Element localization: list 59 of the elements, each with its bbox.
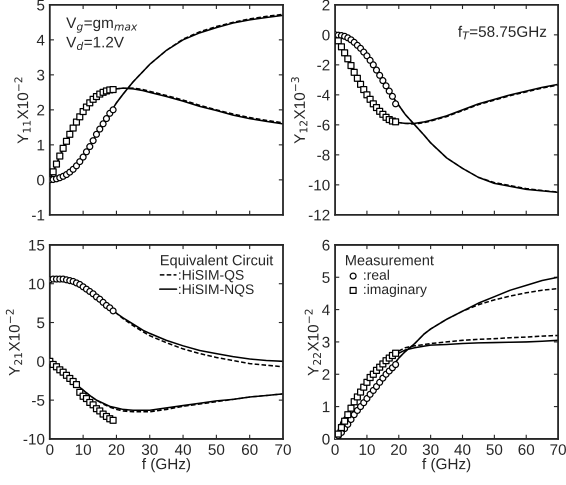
y-tick-label: -6 [317, 120, 330, 131]
x-tick-label: 30 [142, 444, 158, 456]
y-tick-label: 5 [37, 0, 44, 11]
legend-label: :real [364, 270, 389, 280]
x-tick-label: 0 [331, 444, 339, 456]
annotation: V$_{g}$=gm$_{max}$ [66, 17, 138, 33]
y-tick-label: -12 [308, 210, 330, 220]
x-tick-label: 70 [275, 444, 291, 456]
x-tick-label: 20 [391, 444, 407, 456]
y-tick-label: 6 [322, 240, 330, 251]
y-tick-label: 5 [322, 272, 330, 283]
y-tick-label: -4 [317, 90, 330, 100]
legend-label: :HiSIM-QS [179, 270, 244, 282]
y-tick-label: 2 [37, 104, 44, 116]
legend-label: :imaginary [364, 284, 427, 297]
y-tick-label: -10 [308, 180, 330, 191]
x-tick-label: 60 [242, 444, 258, 456]
y-tick-label: 2 [322, 0, 330, 10]
x-tick-label: 40 [174, 444, 191, 456]
y-tick-label: 0 [322, 30, 330, 41]
y-tick-label: -10 [24, 434, 44, 445]
legend-label: :HiSIM-NQS [179, 284, 254, 297]
legend-title: Equivalent Circuit [161, 254, 274, 268]
legend-title: Measurement [346, 255, 434, 266]
y-tick-label: 0 [37, 174, 44, 186]
annotation: V$_{d}$=1.2V [66, 36, 124, 50]
y-tick-label: 1 [322, 402, 330, 412]
y-tick-label: 1 [38, 140, 44, 150]
x-tick-label: 50 [486, 444, 502, 456]
y-tick-label: 3 [37, 70, 44, 81]
x-tick-label: 0 [46, 444, 54, 456]
x-tick-label: 30 [422, 444, 439, 456]
y-axis-title: Y$_{12}$X10$^{−3}$ [291, 77, 308, 144]
y-tick-label: -8 [317, 150, 330, 161]
y-tick-label: 4 [36, 34, 44, 46]
y-tick-label: 2 [322, 369, 330, 380]
y-tick-label: 3 [322, 336, 330, 348]
x-axis-title: f (GHz) [142, 458, 190, 472]
y-tick-label: 15 [29, 240, 44, 251]
x-tick-label: 70 [550, 444, 566, 456]
y-tick-label: 0 [37, 356, 44, 368]
y-axis-title: Y$_{22}$X10$^{−2}$ [304, 310, 321, 376]
y-tick-label: -2 [317, 60, 330, 70]
x-axis-title: f (GHz) [422, 458, 470, 472]
annotation: f$_{T}$=58.75GHz [458, 26, 546, 40]
x-tick-label: 40 [454, 444, 470, 456]
x-tick-label: 60 [518, 444, 534, 456]
x-tick-label: 50 [208, 444, 224, 456]
y-axis-title: Y$_{11}$X10$^{−2}$ [14, 77, 31, 144]
y-tick-label: 5 [37, 318, 44, 328]
y-tick-label: -5 [32, 395, 44, 406]
y-tick-label: 10 [29, 278, 44, 290]
x-tick-label: 20 [108, 444, 124, 456]
x-tick-label: 10 [360, 444, 375, 456]
y-tick-label: -1 [32, 210, 44, 220]
x-tick-label: 10 [76, 444, 92, 456]
y-tick-label: 0 [322, 434, 330, 445]
y-tick-label: 4 [322, 304, 330, 316]
y-axis-title: Y$_{21}$X10$^{−2}$ [6, 310, 22, 376]
